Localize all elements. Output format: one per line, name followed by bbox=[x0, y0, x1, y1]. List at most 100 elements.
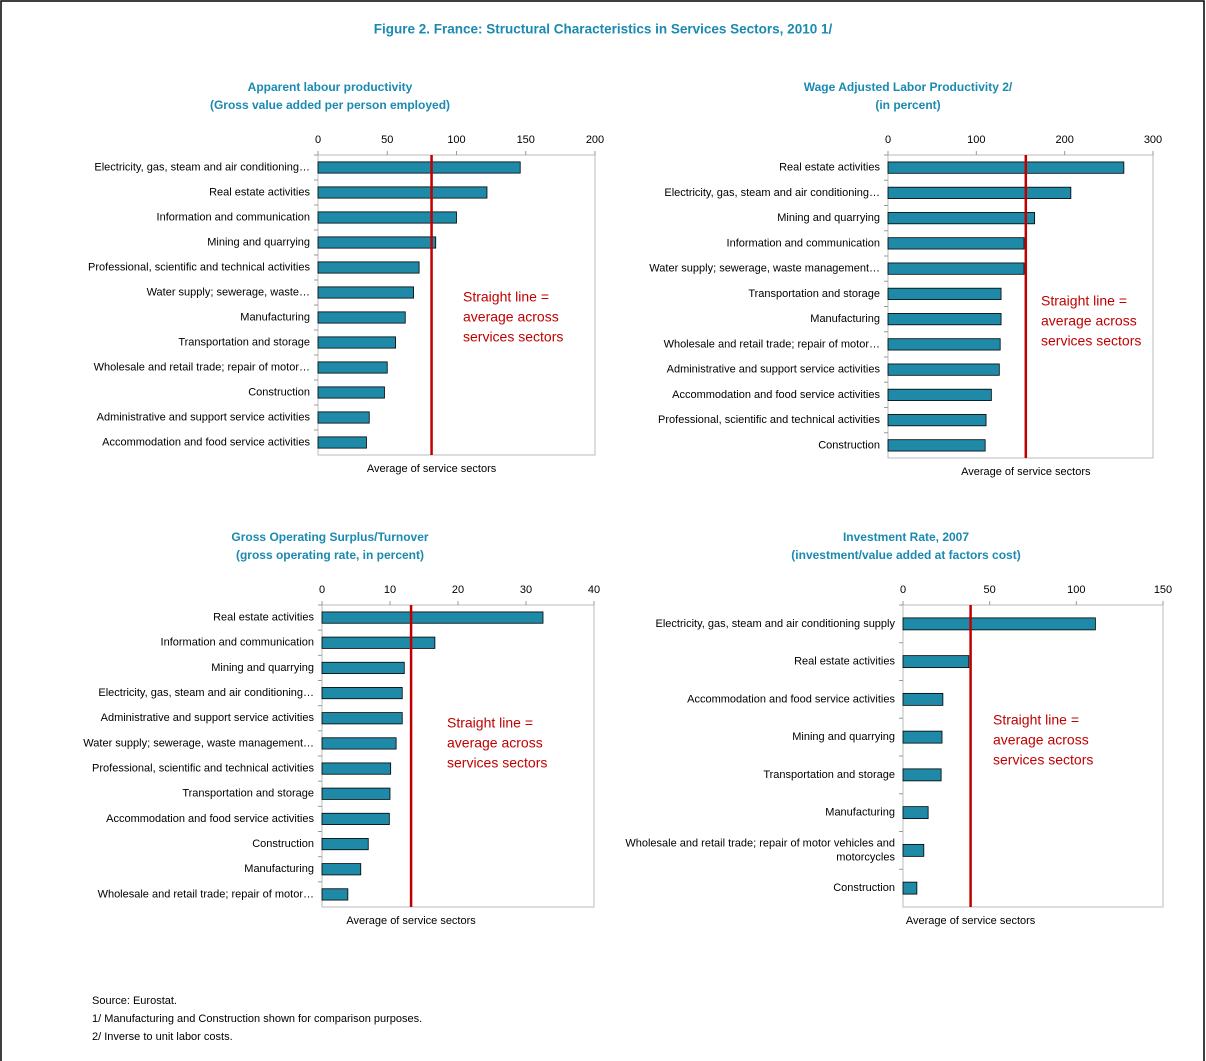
y-tick-label: Wholesale and retail trade; repair of mo… bbox=[664, 338, 880, 350]
y-tick-label: Transportation and storage bbox=[178, 336, 310, 348]
chart-title: Gross Operating Surplus/Turnover bbox=[231, 530, 428, 544]
x-tick-label: 0 bbox=[900, 584, 906, 596]
y-tick-label: Wholesale and retail trade; repair of mo… bbox=[98, 888, 314, 900]
y-tick-label: Professional, scientific and technical a… bbox=[92, 762, 314, 774]
x-tick-label: 50 bbox=[381, 134, 393, 146]
annotation: Straight line = bbox=[447, 715, 533, 731]
bar bbox=[317, 186, 488, 199]
y-tick-label: Electricity, gas, steam and air conditio… bbox=[98, 687, 314, 699]
bar bbox=[321, 787, 391, 800]
chart-title: Investment Rate, 2007 bbox=[843, 530, 969, 544]
bar bbox=[887, 161, 1125, 174]
bar bbox=[317, 411, 370, 424]
bar bbox=[887, 262, 1025, 275]
y-tick-label: Construction bbox=[248, 386, 310, 398]
bar bbox=[887, 186, 1072, 199]
bar bbox=[321, 737, 397, 750]
y-tick-label: Manufacturing bbox=[240, 311, 310, 323]
bar bbox=[902, 655, 970, 669]
bar bbox=[317, 236, 437, 249]
y-tick-label: Manufacturing bbox=[825, 807, 895, 819]
annotation: services sectors bbox=[447, 755, 547, 771]
chart-title: Wage Adjusted Labor Productivity 2/ bbox=[804, 80, 1013, 94]
x-tick-label: 0 bbox=[885, 134, 891, 146]
x-tick-label: 0 bbox=[319, 584, 325, 596]
bar bbox=[887, 237, 1025, 250]
average-label: Average of service sectors bbox=[346, 915, 476, 927]
footnote: 2/ Inverse to unit labor costs. bbox=[92, 1031, 233, 1043]
bar bbox=[321, 611, 544, 624]
x-tick-label: 100 bbox=[447, 134, 465, 146]
y-tick-label: Administrative and support service activ… bbox=[97, 411, 311, 423]
bar bbox=[902, 768, 942, 782]
y-tick-label: Real estate activities bbox=[794, 656, 895, 668]
average-label: Average of service sectors bbox=[961, 466, 1091, 478]
bar bbox=[887, 287, 1002, 300]
chart-subtitle: (in percent) bbox=[875, 98, 940, 112]
x-tick-label: 10 bbox=[384, 584, 396, 596]
x-tick-label: 100 bbox=[967, 134, 985, 146]
x-tick-label: 150 bbox=[517, 134, 535, 146]
bar bbox=[317, 436, 367, 449]
bar bbox=[902, 692, 944, 706]
y-tick-label: Manufacturing bbox=[810, 313, 880, 325]
bar bbox=[321, 888, 349, 901]
y-tick-label: Transportation and storage bbox=[748, 288, 880, 300]
figure-title: Figure 2. France: Structural Characteris… bbox=[374, 22, 833, 37]
footnote: 1/ Manufacturing and Construction shown … bbox=[92, 1013, 422, 1025]
y-tick-label: Professional, scientific and technical a… bbox=[88, 261, 310, 273]
annotation: average across bbox=[447, 735, 543, 751]
y-tick-label: Real estate activities bbox=[209, 186, 310, 198]
bar bbox=[317, 286, 414, 299]
bar bbox=[321, 636, 436, 649]
annotation: average across bbox=[993, 732, 1089, 748]
y-tick-label: Transportation and storage bbox=[182, 788, 314, 800]
y-tick-label: Accommodation and food service activitie… bbox=[102, 436, 310, 448]
bar bbox=[902, 730, 943, 744]
annotation: Straight line = bbox=[993, 712, 1079, 728]
bar bbox=[317, 386, 385, 399]
average-label: Average of service sectors bbox=[367, 463, 497, 475]
y-tick-label: Information and communication bbox=[727, 237, 880, 249]
x-tick-label: 20 bbox=[452, 584, 464, 596]
x-tick-label: 200 bbox=[586, 134, 604, 146]
bar bbox=[321, 661, 405, 674]
chart-subtitle: (investment/value added at factors cost) bbox=[791, 548, 1020, 562]
chart-subtitle: (gross operating rate, in percent) bbox=[236, 548, 424, 562]
bar bbox=[902, 843, 925, 857]
y-tick-label: Construction bbox=[833, 882, 895, 894]
annotation: Straight line = bbox=[463, 289, 549, 305]
y-tick-label: Construction bbox=[252, 838, 314, 850]
bar bbox=[317, 261, 420, 274]
y-tick-label: Water supply; sewerage, waste… bbox=[147, 286, 310, 298]
bar bbox=[887, 212, 1036, 225]
y-tick-label: Transportation and storage bbox=[763, 769, 895, 781]
bar bbox=[317, 311, 406, 324]
y-tick-label: Wholesale and retail trade; repair of mo… bbox=[94, 361, 310, 373]
y-tick-label: Administrative and support service activ… bbox=[667, 364, 881, 376]
bar bbox=[902, 806, 929, 820]
bar bbox=[887, 363, 1000, 376]
y-tick-label: Accommodation and food service activitie… bbox=[687, 693, 895, 705]
bar bbox=[887, 439, 986, 452]
bar bbox=[887, 338, 1001, 351]
bar bbox=[317, 361, 388, 374]
y-tick-label: Electricity, gas, steam and air conditio… bbox=[664, 187, 880, 199]
bar bbox=[317, 211, 457, 224]
y-tick-label: Electricity, gas, steam and air conditio… bbox=[656, 618, 896, 630]
y-tick-label: Information and communication bbox=[161, 637, 314, 649]
x-tick-label: 50 bbox=[984, 584, 996, 596]
x-tick-label: 30 bbox=[520, 584, 532, 596]
y-tick-label: Mining and quarrying bbox=[792, 731, 895, 743]
annotation: Straight line = bbox=[1041, 293, 1127, 309]
plot-area bbox=[317, 154, 596, 456]
bar bbox=[317, 161, 521, 174]
y-tick-label: Professional, scientific and technical a… bbox=[658, 414, 880, 426]
x-tick-label: 100 bbox=[1067, 584, 1085, 596]
annotation: average across bbox=[463, 309, 559, 325]
footnote: Source: Eurostat. bbox=[92, 995, 177, 1007]
bar bbox=[321, 762, 392, 775]
y-tick-label: Water supply; sewerage, waste management… bbox=[649, 263, 880, 275]
